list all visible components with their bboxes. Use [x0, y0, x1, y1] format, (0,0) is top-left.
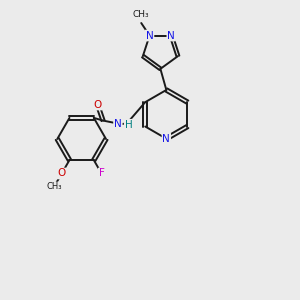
- Text: CH₃: CH₃: [46, 182, 62, 191]
- Text: N: N: [167, 31, 175, 40]
- Text: H: H: [125, 120, 133, 130]
- Text: N: N: [163, 134, 170, 144]
- Text: F: F: [99, 169, 104, 178]
- Text: N: N: [114, 118, 122, 128]
- Text: O: O: [58, 169, 66, 178]
- Text: N: N: [146, 31, 153, 40]
- Text: O: O: [94, 100, 102, 110]
- Text: CH₃: CH₃: [133, 10, 150, 19]
